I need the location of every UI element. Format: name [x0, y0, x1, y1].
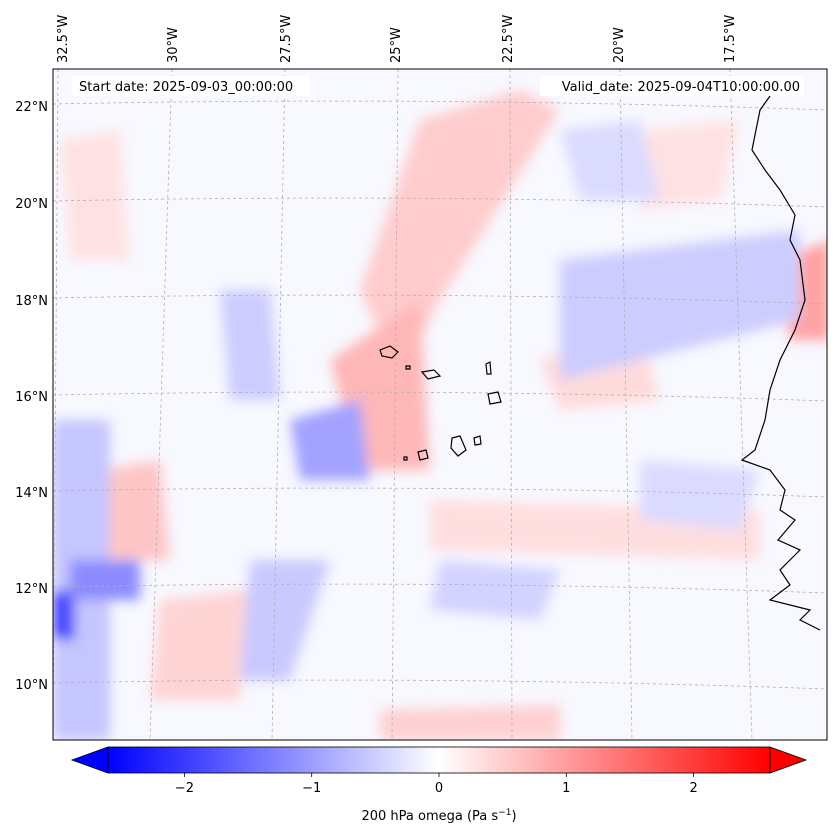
colorbar-ticks: −2 −1 0 1 2 — [175, 773, 698, 796]
lon-label: 32.5°W — [56, 15, 71, 63]
omega-positive-band — [640, 120, 740, 210]
omega-positive-band — [60, 130, 130, 260]
omega-field — [53, 69, 827, 740]
africa-coastline — [740, 95, 821, 631]
lat-label: 16°N — [15, 390, 48, 405]
map-frame — [52, 68, 828, 741]
colorbar-extend-min — [70, 746, 109, 774]
lat-label: 12°N — [15, 582, 48, 597]
graticule — [53, 69, 827, 740]
valid-date-box — [540, 76, 804, 96]
island-brava — [403, 456, 408, 461]
omega-negative-band — [220, 290, 280, 400]
island-maio — [473, 435, 482, 446]
island-fogo — [417, 449, 429, 461]
map-panel: Start date: 2025-09-03_00:00:00 Valid_da… — [52, 68, 828, 741]
lon-label: 22.5°W — [501, 15, 516, 63]
colorbar-gradient — [107, 746, 771, 774]
colorbar-tick-label: −2 — [175, 781, 194, 796]
omega-negative-band — [70, 560, 140, 600]
lat-label: 18°N — [15, 294, 48, 309]
lon-label: 30°W — [166, 27, 181, 63]
omega-negative-band — [290, 400, 370, 480]
start-date-box — [72, 76, 310, 96]
longitude-labels: 32.5°W 30°W 27.5°W 25°W 22.5°W 20°W 17.5… — [56, 15, 738, 63]
lon-label: 20°W — [612, 27, 627, 63]
colorbar-tick-label: 1 — [562, 781, 570, 796]
colorbar-tick-label: 2 — [689, 781, 697, 796]
omega-negative-band — [53, 590, 75, 640]
omega-negative-band — [560, 120, 660, 200]
coastline — [379, 95, 821, 631]
lat-label: 22°N — [15, 100, 48, 115]
omega-positive-band — [150, 590, 250, 700]
colorbar-label: 200 hPa omega (Pa s−1) — [361, 808, 516, 824]
start-date-label: Start date: 2025-09-03_00:00:00 — [79, 80, 293, 95]
island-sao-nicolau — [420, 369, 442, 380]
omega-negative-band — [640, 460, 760, 530]
island-sal — [485, 361, 492, 375]
omega-negative-band — [560, 230, 800, 380]
latitude-labels: 22°N 20°N 18°N 16°N 14°N 12°N 10°N — [15, 100, 48, 693]
lat-label: 20°N — [15, 197, 48, 212]
island-santiago — [450, 435, 467, 457]
island-boa-vista — [487, 391, 502, 405]
omega-positive-band — [100, 460, 170, 560]
lat-label: 10°N — [15, 678, 48, 693]
omega-negative-band — [240, 560, 330, 680]
omega-negative-band — [430, 560, 560, 620]
island-sao-vicente — [405, 365, 411, 370]
valid-date-label: Valid_date: 2025-09-04T10:00:00.00 — [562, 80, 800, 95]
colorbar-tick-label: −1 — [302, 781, 321, 796]
lon-label: 27.5°W — [279, 15, 294, 63]
island-santo-antao — [379, 345, 399, 359]
omega-positive-band — [380, 705, 560, 740]
lon-label: 17.5°W — [723, 15, 738, 63]
lat-label: 14°N — [15, 486, 48, 501]
colorbar-tick-label: 0 — [435, 781, 443, 796]
colorbar: −2 −1 0 1 2 200 hPa omega (Pa s−1) — [70, 746, 808, 824]
lon-label: 25°W — [389, 27, 404, 63]
colorbar-extend-max — [769, 746, 808, 774]
